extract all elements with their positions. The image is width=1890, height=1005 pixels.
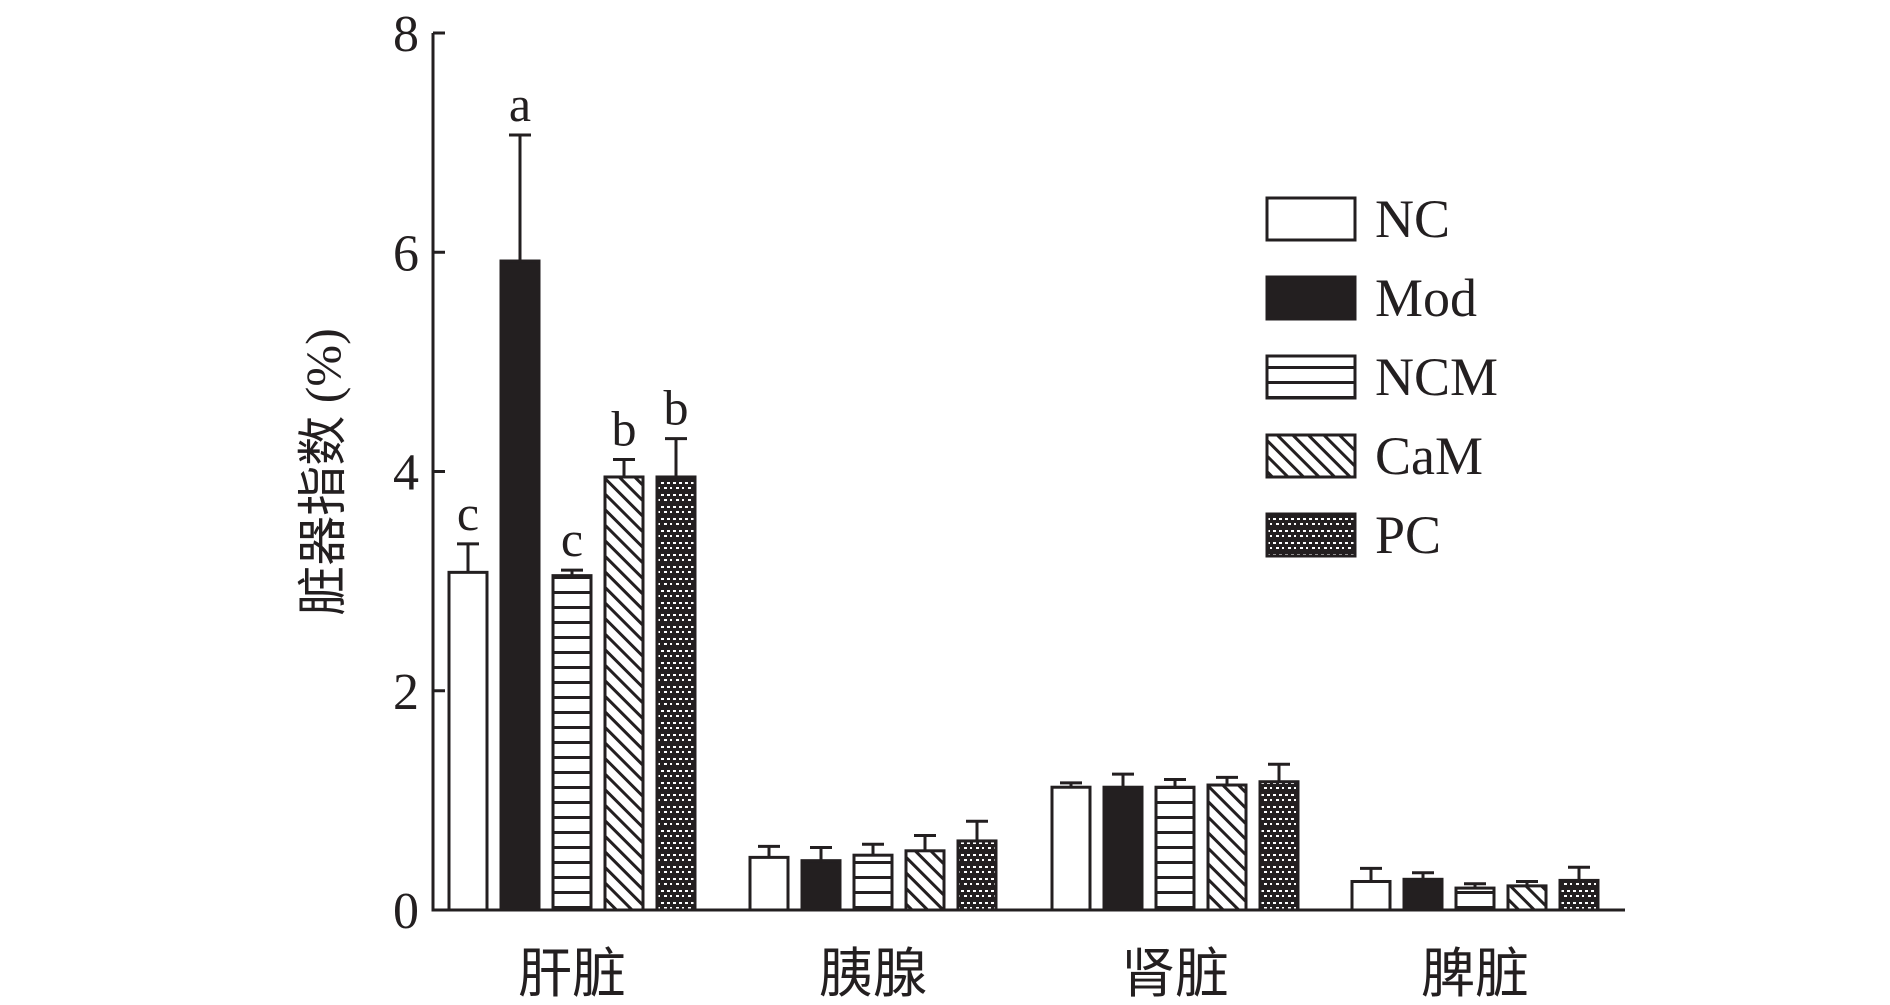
category-label: 肾脏 [1121,944,1229,1004]
bar-nc [447,570,489,912]
significance-label: b [664,380,689,436]
y-tick-label: 6 [393,225,419,282]
category-label: 肝脏 [518,944,626,1004]
significance-label: b [612,400,637,456]
bar-nc [1050,785,1092,912]
y-tick-label: 0 [393,883,419,940]
bar-ncm [1154,785,1196,912]
legend: NC Mod NCM CaM PC [1265,189,1498,565]
legend-swatch-cam [1265,433,1357,479]
bar-cam [904,849,946,912]
bar-ncm [852,853,894,912]
legend-label-nc: NC [1375,189,1450,249]
bar-cam [603,475,645,912]
legend-swatch-nc [1265,196,1357,242]
y-tick-label: 8 [393,6,419,63]
bar-ncm [1454,886,1496,912]
category-label: 胰腺 [819,944,927,1004]
legend-label-cam: CaM [1375,426,1483,486]
significance-label: c [561,511,583,567]
significance-label: a [509,76,531,132]
category-label: 脾脏 [1421,944,1529,1004]
significance-label: c [457,485,479,541]
legend-label-ncm: NCM [1375,347,1498,407]
bar-mod [1402,877,1444,912]
legend-swatch-ncm [1265,354,1357,400]
bar-cam [1206,783,1248,912]
bar-pc [1558,878,1600,912]
bar-pc [956,839,998,912]
bar-mod [1102,785,1144,912]
legend-label-pc: PC [1375,505,1441,565]
bar-nc [1350,879,1392,912]
y-tick-label: 2 [393,664,419,721]
y-axis-title: 脏器指数 (%) [295,328,351,615]
bar-mod [800,859,842,912]
bar-pc [1258,780,1300,912]
bar-mod [499,259,541,912]
legend-swatch-pc [1265,512,1357,558]
bar-ncm [551,574,593,912]
axes: 0 2 4 6 8 脏器指数 (%) 肝脏 胰腺 肾脏 脾脏 [295,6,1625,1004]
legend-swatch-mod [1265,275,1357,321]
bar-cam [1506,884,1548,912]
bar-nc [748,855,790,912]
y-tick-label: 4 [393,445,419,502]
bar-pc [655,475,697,912]
legend-label-mod: Mod [1375,268,1477,328]
